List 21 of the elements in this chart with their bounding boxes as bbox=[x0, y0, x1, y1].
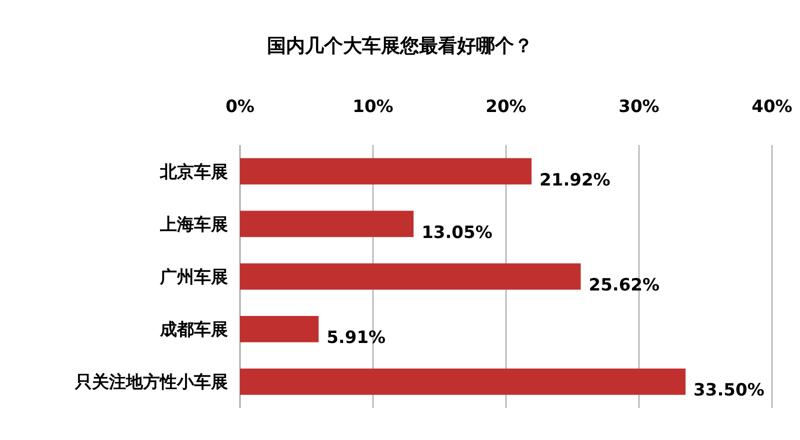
bar bbox=[240, 316, 319, 342]
bar bbox=[240, 158, 532, 184]
bar bbox=[240, 263, 581, 290]
y-tick-label: 上海车展 bbox=[159, 214, 228, 235]
data-label: 5.91% bbox=[326, 328, 386, 348]
bar bbox=[240, 210, 414, 238]
x-tick-label: 0% bbox=[226, 97, 254, 117]
x-tick-label: 10% bbox=[352, 97, 394, 117]
y-tick-label: 成都车展 bbox=[159, 320, 228, 340]
x-tick-label: 40% bbox=[752, 97, 792, 117]
data-label: 13.05% bbox=[422, 222, 492, 243]
data-label: 25.62% bbox=[588, 276, 660, 296]
data-label: 33.50% bbox=[694, 380, 764, 401]
y-tick-label: 北京车展 bbox=[159, 162, 228, 182]
y-tick-label: 广州车展 bbox=[159, 268, 228, 288]
x-tick-label: 20% bbox=[486, 97, 526, 117]
bar bbox=[240, 368, 686, 395]
x-tick-label: 30% bbox=[618, 97, 660, 117]
data-label: 21.92% bbox=[540, 170, 610, 190]
chart-title: 国内几个大车展您最看好哪个？ bbox=[267, 35, 533, 57]
y-tick-label: 只关注地方性小车展 bbox=[74, 372, 228, 393]
